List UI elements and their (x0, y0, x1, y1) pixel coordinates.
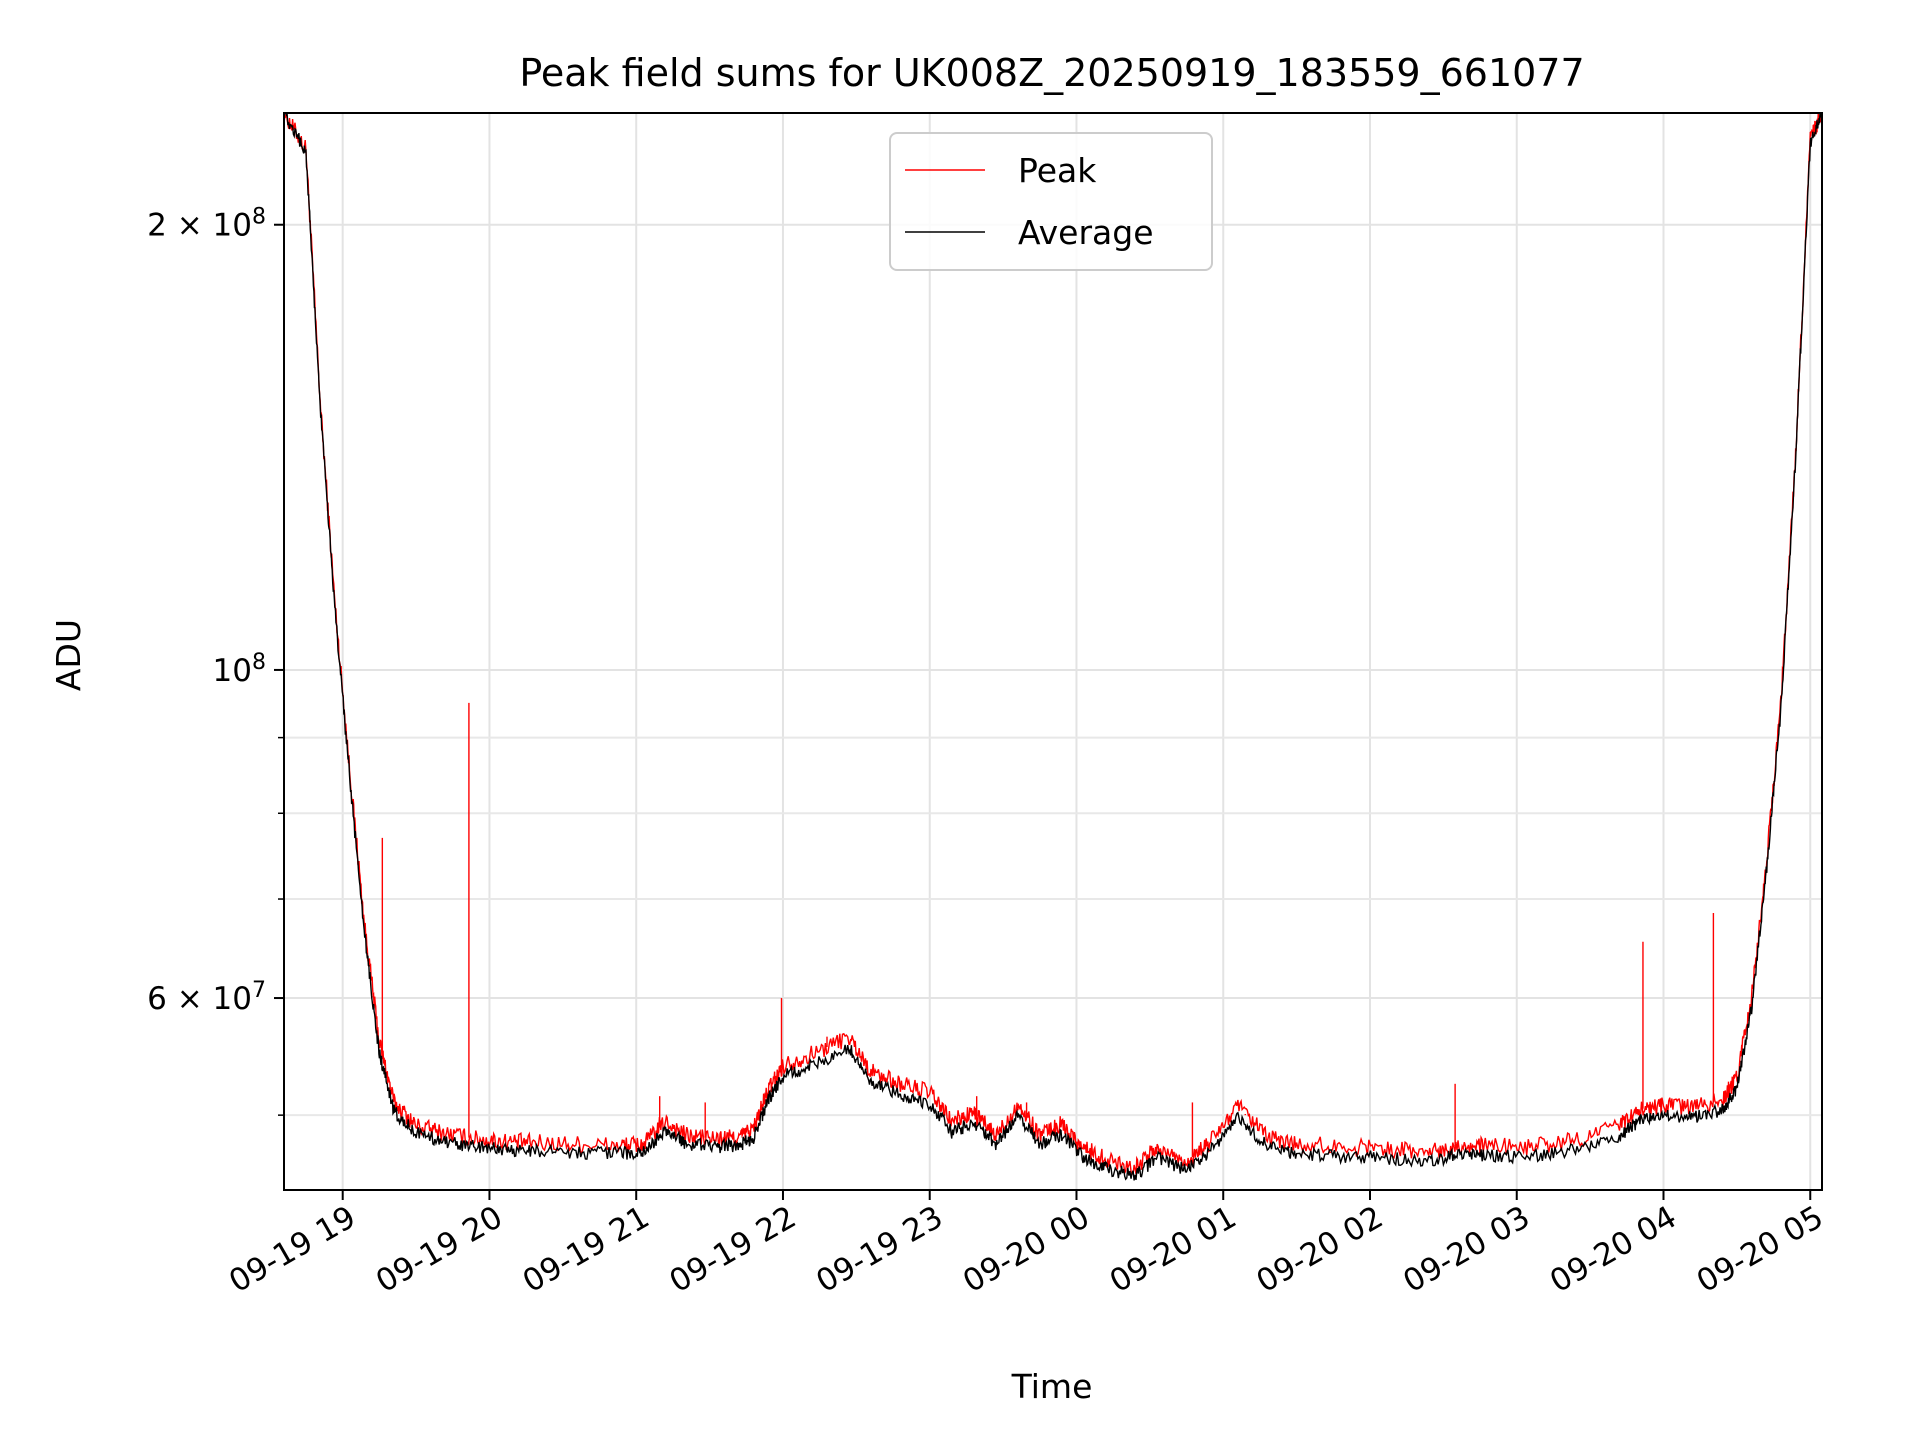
x-axis-label: Time (1011, 1367, 1093, 1406)
y-tick-exponent: 8 (252, 649, 266, 674)
legend: Peak Average (889, 132, 1213, 271)
y-tick-label: 108 (213, 649, 266, 689)
y-tick-label: 6 × 107 (147, 978, 266, 1018)
grid (284, 113, 1822, 1190)
plot-frame (283, 112, 1823, 1191)
series-average-line (284, 113, 1822, 1181)
y-tick-mantissa: 6 × 10 (147, 981, 252, 1017)
y-tick-label: 2 × 108 (147, 204, 266, 244)
series-layer (284, 113, 1822, 1181)
y-tick-exponent: 7 (252, 978, 266, 1003)
legend-average-label: Average (1018, 213, 1154, 252)
series-peak-line (284, 113, 1822, 1176)
legend-peak-label: Peak (1018, 151, 1097, 190)
y-tick-exponent: 8 (252, 204, 266, 229)
y-axis-label: ADU (49, 619, 88, 691)
y-tick-mantissa: 10 (213, 653, 252, 689)
legend-box (889, 132, 1213, 271)
chart-title: Peak field sums for UK008Z_20250919_1835… (519, 51, 1584, 95)
y-tick-mantissa: 2 × 10 (147, 208, 252, 244)
